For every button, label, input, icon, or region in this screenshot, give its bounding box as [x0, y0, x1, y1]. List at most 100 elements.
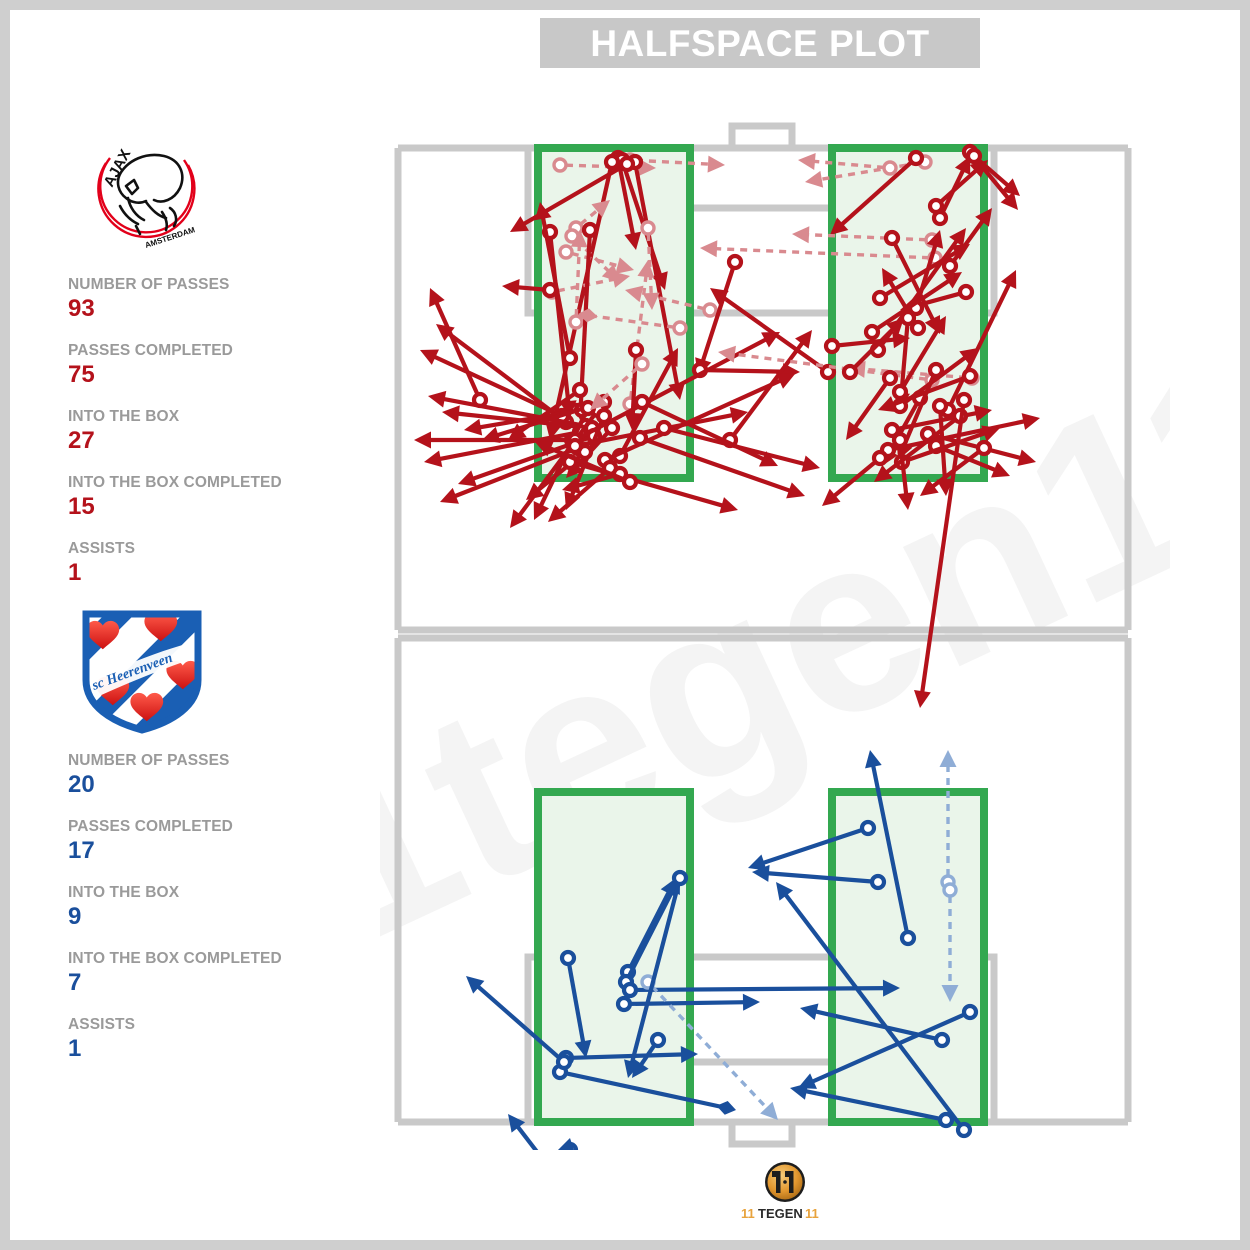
- ajax-crest-wrap: AJAX AMSTERDAM: [68, 130, 368, 258]
- pass-origin: [931, 397, 949, 415]
- pass-arrowhead: [428, 390, 447, 408]
- pass-origin: [937, 1111, 955, 1129]
- assist-marker: [716, 1101, 736, 1115]
- pass-arrowhead: [638, 158, 656, 176]
- pass-arrowhead: [615, 257, 634, 274]
- pass-origin: [909, 319, 927, 337]
- pass-shaft: [573, 473, 615, 489]
- stats-sidebar: AJAX AMSTERDAM NUMBER OF PASSES 93 PASSE…: [68, 130, 368, 1082]
- pass-arrowhead: [939, 750, 957, 767]
- pass-origin: [571, 381, 589, 399]
- pass-arrowhead: [624, 231, 642, 250]
- pass-shaft: [598, 366, 639, 403]
- pass-arrowhead: [570, 230, 588, 248]
- pass-origin: [955, 1121, 973, 1139]
- pass-shaft: [906, 430, 989, 463]
- pass-shaft: [939, 167, 980, 204]
- pass-arrowhead: [892, 331, 910, 349]
- heerenveen-crest-wrap: sc Heerenveen: [68, 606, 368, 734]
- pass-arrowhead: [420, 349, 439, 365]
- pass-origin: [559, 949, 577, 967]
- pass-shaft: [617, 163, 636, 238]
- pass-arrowhead: [943, 272, 962, 289]
- pass-arrowhead: [1017, 449, 1036, 466]
- brand-footer: 11 TEGEN 11: [725, 1160, 845, 1235]
- pass-arrowhead: [752, 864, 770, 882]
- pass-shaft: [948, 280, 1013, 406]
- pass-arrowhead: [846, 421, 863, 440]
- pass-origin: [702, 302, 718, 318]
- pass-shaft: [802, 1088, 941, 1121]
- pass-shaft: [565, 1071, 724, 1110]
- pass-shaft: [474, 982, 561, 1060]
- pass-arrowhead: [913, 689, 931, 708]
- pass-arrowhead: [718, 345, 736, 363]
- pass-arrowhead: [591, 200, 610, 218]
- pass-arrowhead: [466, 976, 485, 994]
- poster-canvas: HALFSPACE PLOT: [10, 10, 1250, 1240]
- pass-origin: [566, 437, 584, 455]
- stat-label: PASSES COMPLETED: [68, 818, 233, 835]
- pass-shaft: [719, 293, 825, 371]
- pass-arrowhead: [510, 509, 527, 528]
- pass-origin: [640, 220, 656, 236]
- pass-arrowhead: [882, 268, 899, 287]
- stat-row: ASSISTS 1: [68, 540, 368, 585]
- tegen11-logo: 11 TEGEN 11: [741, 1162, 819, 1221]
- pass-origin: [941, 257, 959, 275]
- pass-arrowhead: [801, 455, 820, 473]
- pass-arrowhead: [795, 330, 812, 349]
- pass-arrowhead: [508, 1114, 526, 1133]
- pass-origin: [633, 393, 651, 411]
- pass-shaft: [445, 330, 563, 421]
- pass-shaft: [901, 374, 936, 449]
- ajax-crest: AJAX AMSTERDAM: [97, 147, 196, 250]
- pass-arrowhead: [748, 854, 767, 871]
- pass-shaft: [635, 985, 888, 993]
- pass-origin: [672, 320, 688, 336]
- pass-origin: [581, 221, 599, 239]
- pass-arrowhead: [776, 373, 795, 389]
- pass-shaft: [951, 217, 987, 263]
- pass-origin: [869, 873, 887, 891]
- pass-origin: [568, 314, 584, 330]
- stat-row: ASSISTS 1: [68, 1016, 368, 1061]
- pass-arrowhead: [590, 392, 609, 410]
- pass-arrowhead: [805, 170, 824, 188]
- pass-origin: [899, 929, 917, 947]
- pass-arrowhead: [464, 418, 483, 436]
- pass-origin: [841, 363, 859, 381]
- pass-origin: [883, 229, 901, 247]
- pass-shaft: [626, 886, 676, 978]
- pass-shaft: [837, 337, 898, 348]
- pass-origin: [965, 147, 983, 165]
- pass-shaft: [705, 368, 788, 374]
- pass-shaft: [764, 870, 873, 884]
- pass-arrowhead: [508, 423, 527, 440]
- pass-shaft: [571, 251, 622, 269]
- pass-shaft: [650, 985, 771, 1112]
- pass-shaft: [546, 445, 626, 482]
- pass-origin: [621, 473, 639, 491]
- pass-origin: [859, 819, 877, 837]
- pass-shaft: [669, 427, 808, 467]
- pass-arrowhead: [786, 482, 805, 499]
- pass-arrowhead: [719, 497, 738, 514]
- pass-arrowhead: [975, 208, 992, 227]
- pass-arrowhead: [981, 425, 1000, 442]
- stat-value: 75: [68, 361, 95, 388]
- brand-suffix: 11: [805, 1206, 819, 1221]
- pass-arrowhead: [442, 405, 460, 423]
- title-bar: HALFSPACE PLOT: [540, 18, 980, 68]
- stat-value: 1: [68, 559, 82, 586]
- pass-origin: [561, 349, 579, 367]
- pass-shaft: [540, 214, 571, 353]
- pass-arrowhead: [926, 230, 944, 249]
- pass-shaft: [700, 267, 736, 365]
- pass-shaft: [430, 353, 558, 416]
- pass-origin: [621, 981, 639, 999]
- pass-shaft: [851, 381, 889, 431]
- stat-value: 15: [68, 493, 95, 520]
- pass-arrowhead: [562, 477, 581, 494]
- pass-shaft: [590, 314, 675, 329]
